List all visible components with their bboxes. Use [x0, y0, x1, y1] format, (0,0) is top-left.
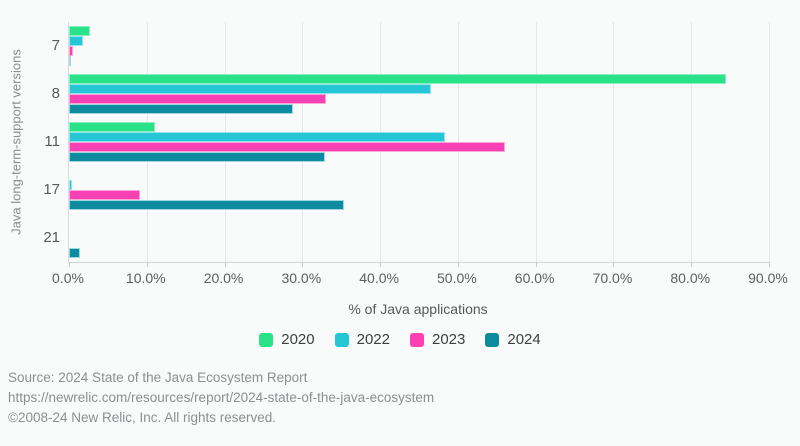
plot-area: [68, 22, 770, 267]
x-tick-label: 10.0%: [125, 270, 166, 286]
legend-swatch-2024: [485, 332, 500, 347]
x-tick-label: 60.0%: [514, 270, 555, 286]
x-axis-tick: [224, 262, 226, 267]
x-axis-tick: [535, 262, 537, 267]
x-axis-title: % of Java applications: [348, 301, 488, 317]
legend-swatch-2020: [259, 332, 274, 347]
bar-2022-java-11: [69, 132, 446, 142]
bar-2023-java-8: [69, 94, 326, 104]
x-axis-tick: [69, 262, 70, 267]
footer-text: Source: 2024 State of the Java Ecosystem…: [8, 370, 308, 385]
gridline: [769, 22, 770, 262]
legend-item-2024: 2024: [485, 331, 541, 348]
x-axis-tick: [380, 262, 382, 267]
gridline: [691, 22, 693, 262]
y-tick-label: 7: [51, 37, 60, 54]
bar-2024-java-7: [69, 56, 72, 66]
bar-2022-java-8: [69, 84, 431, 94]
x-tick-label: 70.0%: [592, 270, 633, 286]
bar-2022-java-17: [69, 180, 73, 190]
x-axis-tick: [613, 262, 615, 267]
bar-group-java-7: [69, 22, 769, 70]
x-axis-tick: [146, 262, 148, 267]
y-tick-label: 17: [43, 181, 60, 198]
gridline: [613, 22, 615, 262]
x-axis-tick: [769, 262, 770, 267]
bar-2024-java-8: [69, 104, 293, 114]
x-tick-label: 0.0%: [52, 270, 84, 286]
legend-label: 2023: [432, 331, 466, 348]
y-tick-label: 21: [43, 229, 60, 246]
bar-group-java-21: [69, 214, 769, 262]
footer-text: ©2008-24 New Relic, Inc. All rights rese…: [8, 410, 277, 425]
y-tick-label: 11: [44, 133, 60, 150]
bar-2023-java-7: [69, 46, 73, 56]
footer: Source: 2024 State of the Java Ecosystem…: [8, 368, 434, 428]
x-tick-label: 80.0%: [670, 270, 711, 286]
bar-group-java-17: [69, 166, 769, 214]
x-tick-label: 50.0%: [437, 270, 477, 286]
bar-2020-java-8: [69, 74, 727, 84]
bar-2020-java-11: [69, 122, 156, 132]
bar-2024-java-21: [69, 248, 80, 258]
x-tick-label: 40.0%: [359, 270, 399, 286]
bar-2020-java-7: [69, 26, 90, 36]
bar-group-java-11: [69, 118, 769, 166]
source-url-text: https://newrelic.com/resources/report/20…: [8, 390, 435, 405]
legend-swatch-2023: [410, 332, 424, 347]
x-axis-tick: [457, 262, 459, 267]
x-tick-label: 20.0%: [203, 270, 244, 286]
bar-2024-java-11: [69, 152, 325, 162]
gridline: [535, 22, 537, 262]
x-axis-tick: [691, 262, 693, 267]
legend-label: 2022: [356, 331, 390, 348]
legend-item-2023: 2023: [410, 331, 465, 348]
legend-item-2022: 2022: [334, 331, 390, 348]
bar-2023-java-17: [69, 190, 140, 200]
x-tick-label: 90.0%: [748, 270, 788, 286]
legend-label: 2024: [507, 331, 541, 348]
bar-2024-java-17: [69, 200, 345, 210]
legend: 2020 2022 2023 2024: [0, 331, 800, 348]
bar-2022-java-7: [69, 36, 83, 46]
legend-swatch-2022: [334, 332, 349, 347]
legend-item-2020: 2020: [259, 331, 315, 348]
legend-label: 2020: [281, 331, 315, 348]
x-axis-tick: [302, 262, 304, 267]
bar-2023-java-11: [69, 142, 506, 152]
y-tick-label: 8: [51, 85, 60, 102]
x-tick-label: 30.0%: [281, 270, 322, 286]
bar-group-java-8: [69, 70, 769, 118]
